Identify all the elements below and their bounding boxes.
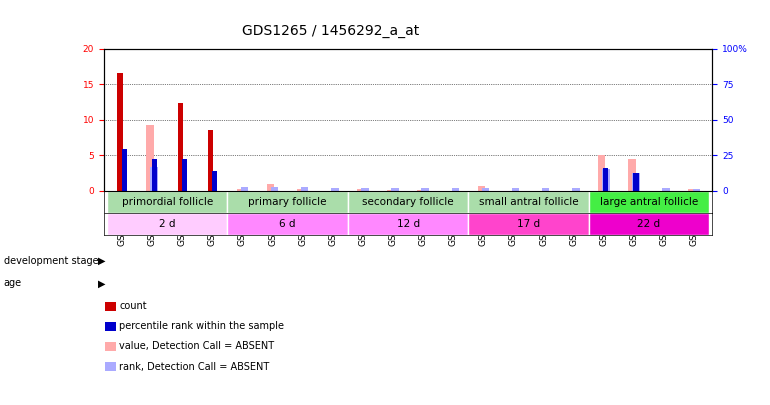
Bar	[236, 189, 244, 191]
Bar	[632, 173, 640, 191]
Bar	[227, 191, 348, 213]
Text: 12 d: 12 d	[397, 219, 420, 229]
Bar	[146, 125, 154, 191]
Bar	[604, 168, 608, 191]
Text: primary follicle: primary follicle	[249, 197, 327, 207]
Bar	[227, 213, 348, 235]
Bar	[267, 183, 274, 191]
Bar	[271, 187, 279, 191]
Bar	[212, 171, 217, 191]
Bar	[421, 188, 429, 191]
Text: percentile rank within the sample: percentile rank within the sample	[119, 321, 284, 331]
Text: 22 d: 22 d	[638, 219, 661, 229]
Bar	[107, 213, 227, 235]
Text: rank, Detection Call = ABSENT: rank, Detection Call = ABSENT	[119, 362, 270, 371]
Text: ▶: ▶	[98, 279, 105, 288]
Bar	[628, 159, 635, 191]
Bar	[208, 130, 213, 191]
Bar	[117, 73, 122, 191]
Bar	[417, 190, 425, 191]
Text: count: count	[119, 301, 147, 311]
Bar	[634, 173, 638, 191]
Text: 2 d: 2 d	[159, 219, 176, 229]
Text: ▶: ▶	[98, 256, 105, 266]
Bar	[542, 188, 549, 191]
Bar	[178, 103, 182, 191]
Bar	[692, 189, 700, 191]
Bar	[468, 213, 589, 235]
Bar	[572, 188, 580, 191]
Bar	[662, 188, 670, 191]
Text: secondary follicle: secondary follicle	[363, 197, 454, 207]
Bar	[150, 167, 158, 191]
Bar	[589, 191, 709, 213]
Bar	[301, 187, 309, 191]
Bar	[477, 186, 485, 191]
Text: development stage: development stage	[4, 256, 99, 266]
Bar	[688, 189, 696, 191]
Bar	[182, 160, 187, 191]
Text: 17 d: 17 d	[517, 219, 540, 229]
Bar	[391, 188, 399, 191]
Text: 6 d: 6 d	[280, 219, 296, 229]
Text: large antral follicle: large antral follicle	[600, 197, 698, 207]
Bar	[512, 188, 519, 191]
Bar	[152, 160, 157, 191]
Bar	[482, 188, 489, 191]
Text: age: age	[4, 279, 22, 288]
Text: small antral follicle: small antral follicle	[479, 197, 578, 207]
Bar	[357, 189, 364, 191]
Bar	[348, 213, 468, 235]
Bar	[241, 187, 248, 191]
Bar	[361, 188, 369, 191]
Bar	[107, 191, 227, 213]
Bar	[348, 191, 468, 213]
Bar	[387, 190, 395, 191]
Bar	[468, 191, 589, 213]
Bar	[452, 188, 459, 191]
Text: value, Detection Call = ABSENT: value, Detection Call = ABSENT	[119, 341, 274, 351]
Bar	[602, 169, 610, 191]
Bar	[598, 155, 605, 191]
Text: primordial follicle: primordial follicle	[122, 197, 213, 207]
Bar	[122, 149, 126, 191]
Bar	[331, 188, 339, 191]
Bar	[297, 189, 304, 191]
Bar	[589, 213, 709, 235]
Text: GDS1265 / 1456292_a_at: GDS1265 / 1456292_a_at	[243, 24, 420, 38]
